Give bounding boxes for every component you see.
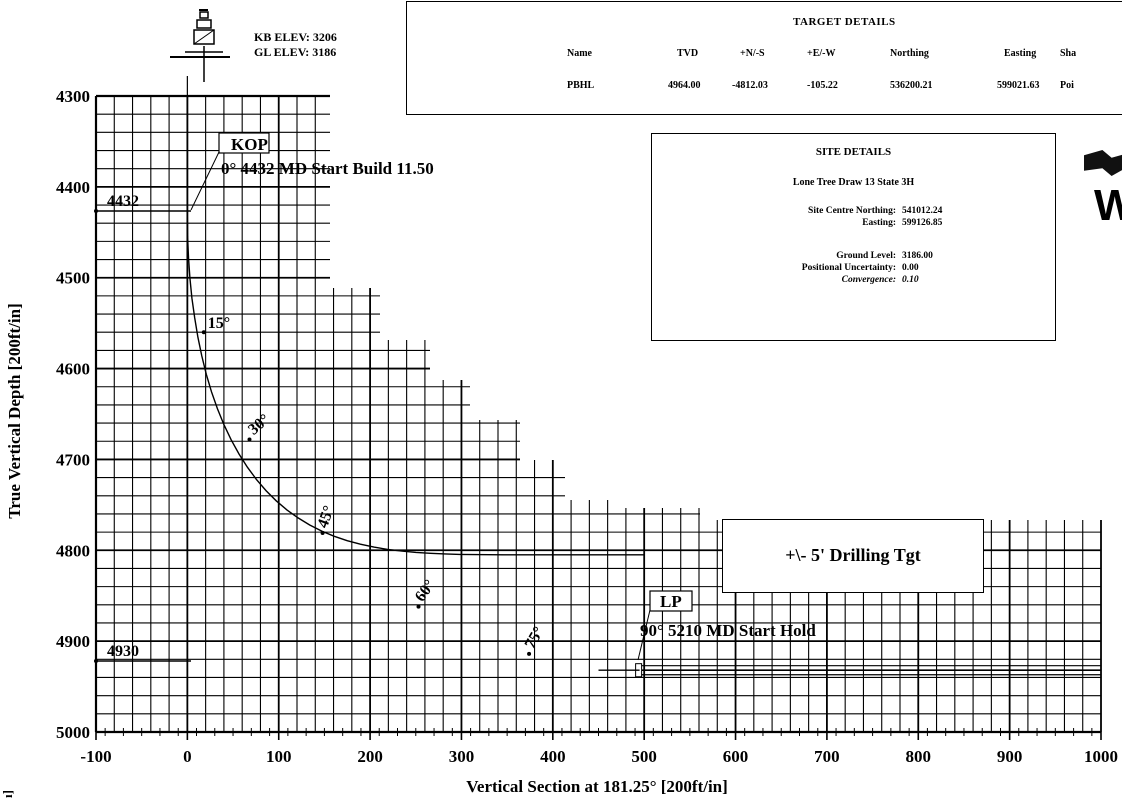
- x-tick-label: -100: [80, 747, 111, 766]
- inclination-label: 75°: [522, 624, 548, 652]
- x-tick-label: 1000: [1084, 747, 1118, 766]
- x-tick-label: 0: [183, 747, 192, 766]
- site-name: Lone Tree Draw 13 State 3H: [792, 177, 915, 188]
- drilling-target-label: +\- 5' Drilling Tgt: [785, 545, 921, 565]
- inclination-point: [247, 437, 252, 442]
- tick-labels: -100 0 100 200 300 400 500 600 700 800 900 1000 4300…: [56, 87, 1118, 766]
- target-cell-easting: 599021.63: [997, 80, 1040, 91]
- site-northing-value: 541012.24: [902, 206, 943, 216]
- inclination-label: 60°: [412, 577, 439, 605]
- y-tick-label: 4300: [56, 87, 90, 106]
- ground-level-label: Ground Level:: [836, 251, 896, 261]
- convergence-value: 0.10: [902, 275, 919, 285]
- inclination-point: [201, 330, 206, 335]
- x-tick-label: 100: [266, 747, 292, 766]
- target-col-northing: Northing: [890, 48, 929, 59]
- depth-marker-4930: 4930: [94, 643, 191, 663]
- x-tick-label: 900: [997, 747, 1023, 766]
- lp-note: 90° 5210 MD Start Hold: [640, 621, 816, 640]
- inclination-label: 15°: [208, 315, 230, 332]
- target-details-title: TARGET DETAILS: [793, 16, 896, 28]
- gl-elevation: GL ELEV: 3186: [254, 45, 337, 59]
- lp-label: LP: [660, 592, 682, 611]
- lp-callout: LP 90° 5210 MD Start Hold: [637, 590, 816, 661]
- ground-level-value: 3186.00: [902, 251, 933, 261]
- x-tick-label: 800: [906, 747, 932, 766]
- y-tick-label: 4900: [56, 632, 90, 651]
- left-edge-fragment: ı]: [0, 790, 15, 798]
- target-col-easting: Easting: [1004, 48, 1037, 59]
- inclination-point: [320, 531, 325, 536]
- site-easting-label: Easting:: [862, 218, 896, 228]
- x-tick-label: 600: [723, 747, 749, 766]
- y-tick-label: 4800: [56, 541, 90, 560]
- positional-uncertainty-value: 0.00: [902, 263, 919, 273]
- x-tick-label: 400: [540, 747, 566, 766]
- site-details-panel: SITE DETAILS Lone Tree Draw 13 State 3H …: [651, 133, 1056, 341]
- y-tick-label: 4500: [56, 269, 90, 288]
- kop-note: 0° 4432 MD Start Build 11.50: [221, 159, 434, 178]
- target-col-ew: +E/-W: [807, 48, 836, 59]
- drilling-rig-icon: [170, 9, 230, 82]
- kop-label: KOP: [231, 135, 268, 154]
- y-tick-label: 4400: [56, 178, 90, 197]
- convergence-label: Convergence:: [841, 275, 896, 285]
- target-col-ns: +N/-S: [740, 48, 765, 59]
- kb-elevation: KB ELEV: 3206: [254, 30, 337, 44]
- target-cell-ns: -4812.03: [732, 80, 768, 91]
- site-details-title: SITE DETAILS: [815, 146, 892, 158]
- y-tick-label: 4600: [56, 360, 90, 379]
- site-northing-label: Site Centre Northing:: [808, 206, 896, 216]
- target-col-shape: Sha: [1060, 48, 1077, 59]
- company-logo-text: W: [1094, 181, 1122, 230]
- site-easting-value: 599126.85: [902, 218, 943, 228]
- target-cell-northing: 536200.21: [890, 80, 933, 91]
- depth-label-4930: 4930: [107, 643, 139, 660]
- target-details-panel: TARGET DETAILS Name TVD +N/-S +E/-W Nort…: [406, 1, 1122, 115]
- target-col-tvd: TVD: [677, 48, 699, 59]
- well-path-line: [186, 96, 645, 556]
- y-tick-label: 5000: [56, 723, 90, 742]
- depth-label-4432: 4432: [107, 193, 139, 210]
- drilling-target-box: +\- 5' Drilling Tgt: [722, 519, 984, 593]
- positional-uncertainty-label: Positional Uncertainty:: [801, 263, 896, 273]
- inclination-label: 30°: [245, 411, 273, 438]
- x-tick-label: 300: [449, 747, 475, 766]
- target-col-name: Name: [567, 48, 592, 59]
- x-axis-title: Vertical Section at 181.25° [200ft/in]: [466, 777, 728, 796]
- x-tick-label: 500: [631, 747, 657, 766]
- target-cell-ew: -105.22: [807, 80, 838, 91]
- x-tick-label: 700: [814, 747, 840, 766]
- target-band: [635, 663, 1101, 678]
- y-tick-label: 4700: [56, 450, 90, 469]
- chart-axes: [94, 94, 1101, 734]
- depth-marker-4432: 4432: [94, 193, 191, 213]
- inclination-label: 45°: [314, 504, 338, 531]
- inclination-point: [527, 651, 532, 656]
- kop-callout: KOP 0° 4432 MD Start Build 11.50: [190, 132, 434, 211]
- target-cell-shape: Poi: [1060, 80, 1074, 91]
- x-tick-label: 200: [357, 747, 383, 766]
- y-axis-title: True Vertical Depth [200ft/in]: [5, 303, 24, 518]
- inclination-point: [416, 604, 421, 609]
- target-cell-name: PBHL: [567, 80, 595, 91]
- target-cell-tvd: 4964.00: [668, 80, 701, 91]
